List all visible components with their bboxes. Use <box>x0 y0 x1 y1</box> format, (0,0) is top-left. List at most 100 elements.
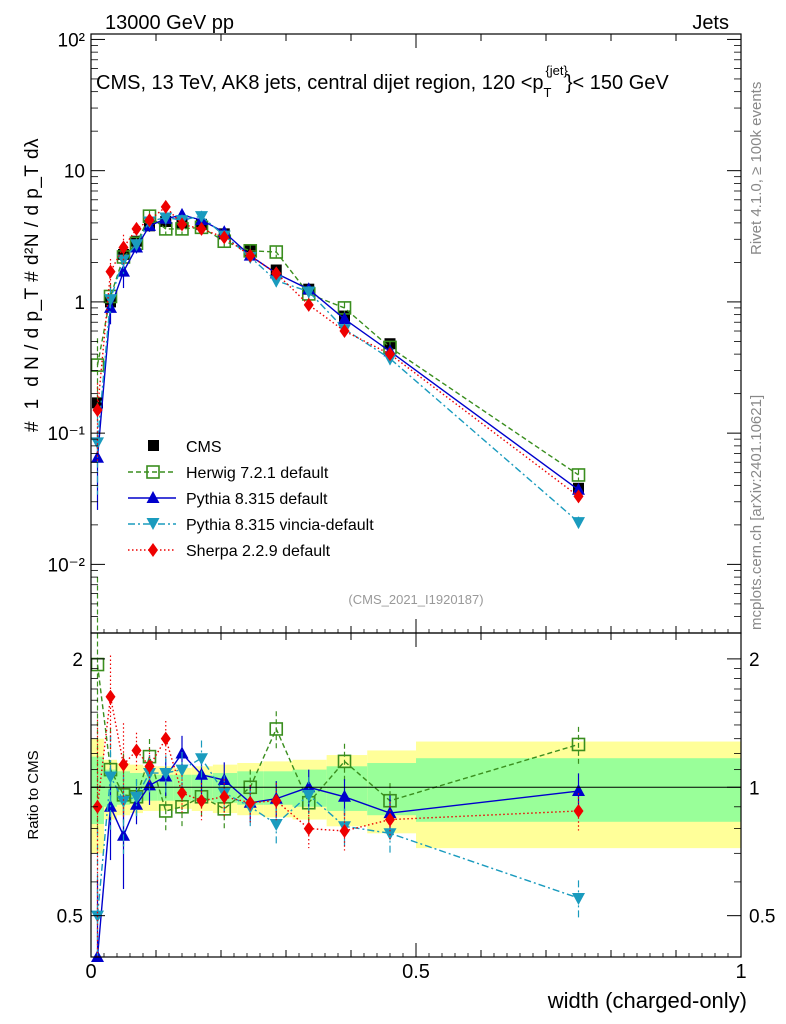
ratio-point-sherpa-4 <box>144 759 155 774</box>
ratio-point-sherpa-2 <box>118 757 129 772</box>
ratio-point-vincia-3 <box>130 791 143 804</box>
ratio-point-vincia-7 <box>195 753 208 766</box>
main-point-pythia-2 <box>117 264 130 277</box>
reference-band-layer <box>91 738 741 854</box>
main-point-sherpa-3 <box>131 221 142 236</box>
axes-layer: 0 0.5 1 10⁻² 10⁻¹ 1 10 10² 0.5 0.5 1 1 2 2 <box>48 30 776 983</box>
main-point-vincia-11 <box>302 286 316 299</box>
mcplots-label: mcplots.cern.ch [arXiv:2401.10621] <box>748 395 765 630</box>
main-point-sherpa-10 <box>271 266 282 281</box>
main-y-tick-label-1: 10⁻¹ <box>48 424 86 445</box>
main-point-vincia-1 <box>104 294 117 307</box>
ratio-point-sherpa-7 <box>196 793 207 808</box>
process-label: Jets <box>692 12 729 34</box>
ratio-line-herwig <box>96 664 579 812</box>
legend-entry-sherpa: Sherpa 2.2.9 default <box>128 543 331 560</box>
ratio-point-sherpa-11 <box>303 821 314 836</box>
analysis-watermark: (CMS_2021_I1920187) <box>348 592 483 607</box>
main-point-sherpa-11 <box>303 297 314 312</box>
ratio-point-sherpa-6 <box>177 785 187 800</box>
x-tick-label-0: 0 <box>85 961 96 983</box>
main-point-sherpa-13 <box>385 347 395 362</box>
ratio-point-herwig-12 <box>337 754 352 769</box>
ref-band-inner-12 <box>326 766 368 811</box>
ratio-point-vincia-11 <box>302 789 316 802</box>
ratio-y-tick-label-left-0: 0.5 <box>57 907 83 928</box>
rivet-label: Rivet 4.1.0, ≥ 100k events <box>748 82 765 255</box>
legend-label-pythia: Pythia 8.315 default <box>186 491 328 508</box>
legend-marker-vincia <box>146 518 160 530</box>
ratio-point-sherpa-1 <box>105 689 116 704</box>
main-y-tick-label-0: 10⁻² <box>48 555 86 576</box>
main-point-vincia-3 <box>130 239 143 252</box>
main-point-sherpa-6 <box>177 217 187 232</box>
ratio-point-sherpa-14 <box>573 803 584 818</box>
ratio-panel-series-layer <box>90 577 586 962</box>
main-point-vincia-5 <box>159 212 173 225</box>
legend-entry-cms: CMS <box>148 439 222 456</box>
legend-entry-pythia: Pythia 8.315 default <box>128 491 328 508</box>
ratio-point-vincia-10 <box>269 819 283 832</box>
ratio-point-vincia-2 <box>117 795 130 808</box>
legend-marker-sherpa <box>148 543 158 557</box>
main-line-vincia <box>96 215 579 523</box>
legend-label-cms: CMS <box>186 439 222 456</box>
legend-entry-vincia: Pythia 8.315 vincia-default <box>128 517 374 534</box>
ratio-point-sherpa-13 <box>385 812 395 827</box>
x-tick-label-1: 0.5 <box>402 961 430 983</box>
legend-entry-herwig: Herwig 7.2.1 default <box>128 465 329 482</box>
x-axis-label: width (charged-only) <box>547 988 747 1013</box>
plot-title-main: CMS, 13 TeV, AK8 jets, central dijet reg… <box>96 72 544 94</box>
ratio-y-tick-label-left-1: 1 <box>72 778 83 799</box>
main-point-sherpa-8 <box>219 230 230 245</box>
ratio-point-sherpa-9 <box>245 795 256 810</box>
main-point-vincia-10 <box>269 275 283 288</box>
main-panel-series-layer <box>90 199 586 530</box>
main-point-sherpa-2 <box>118 240 129 255</box>
ratio-point-pythia-14 <box>572 784 585 797</box>
main-line-sherpa <box>96 205 579 497</box>
ratio-point-pythia-13 <box>383 806 397 819</box>
main-point-vincia-7 <box>195 211 208 224</box>
main-point-sherpa-4 <box>144 213 155 228</box>
main-y-tick-label-4: 10² <box>58 30 85 51</box>
main-y-tick-label-3: 10 <box>64 162 85 183</box>
ratio-point-sherpa-3 <box>131 743 142 758</box>
ratio-point-pythia-12 <box>338 789 351 802</box>
beam-label: 13000 GeV pp <box>105 12 234 34</box>
ratio-point-herwig-6 <box>175 799 189 814</box>
main-point-vincia-2 <box>117 254 130 267</box>
ratio-point-sherpa-12 <box>339 823 350 838</box>
ratio-point-sherpa-5 <box>160 731 171 746</box>
ratio-point-vincia-1 <box>104 771 117 784</box>
ratio-y-tick-label-left-2: 2 <box>72 650 83 671</box>
main-point-herwig-10 <box>269 245 284 259</box>
legend-label-herwig: Herwig 7.2.1 default <box>186 465 329 482</box>
legend-marker-pythia <box>146 491 160 503</box>
ratio-point-herwig-5 <box>158 804 173 818</box>
ratio-y-tick-label-right-0: 0.5 <box>749 907 775 928</box>
main-point-vincia-14 <box>572 517 585 530</box>
x-tick-label-2: 1 <box>735 961 746 983</box>
main-point-sherpa-0 <box>92 403 103 418</box>
main-point-sherpa-1 <box>105 264 116 279</box>
plot-title-sub: T <box>544 85 552 100</box>
legend-marker-herwig <box>146 465 160 479</box>
legend-label-vincia: Pythia 8.315 vincia-default <box>186 517 374 534</box>
ratio-point-vincia-6 <box>175 764 189 777</box>
ratio-point-vincia-5 <box>159 768 173 781</box>
ratio-point-sherpa-10 <box>271 793 282 808</box>
main-point-sherpa-5 <box>160 199 171 214</box>
main-point-pythia-12 <box>338 312 351 325</box>
main-point-sherpa-9 <box>245 248 256 263</box>
plot-title-end: }< 150 GeV <box>566 72 670 94</box>
ratio-point-pythia-11 <box>302 780 316 793</box>
ratio-ylabel: Ratio to CMS <box>25 750 42 839</box>
ratio-point-herwig-14 <box>571 737 586 752</box>
ratio-point-sherpa-8 <box>219 789 230 804</box>
ratio-y-tick-label-right-1: 1 <box>749 778 760 799</box>
ratio-point-vincia-14 <box>572 893 585 906</box>
main-point-sherpa-14 <box>573 489 584 504</box>
main-ylabel: # 1 d N / d p_T # d²N / d p_T dλ <box>22 138 43 432</box>
